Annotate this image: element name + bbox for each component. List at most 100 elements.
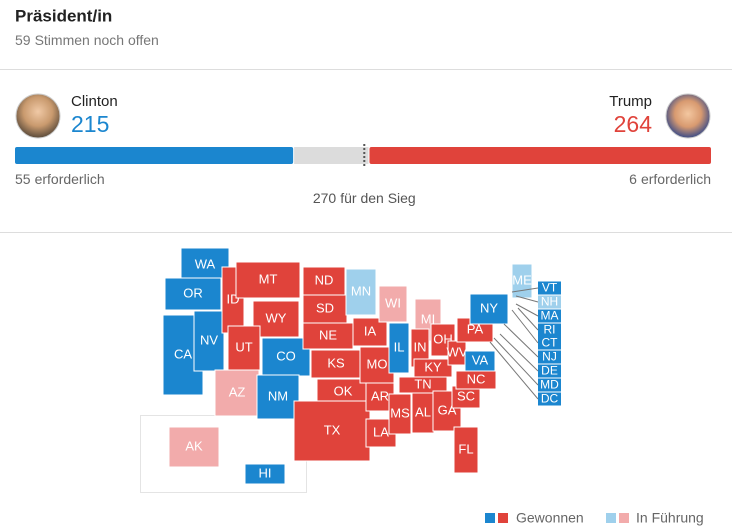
clinton-avatar [15, 93, 61, 139]
state [193, 310, 225, 372]
legend-swatch [498, 513, 508, 523]
state-label: PA [467, 321, 484, 336]
state [538, 350, 561, 364]
state [227, 325, 261, 371]
state-label: TN [414, 376, 431, 391]
state-label: MA [541, 309, 559, 323]
clinton-bar [15, 147, 294, 164]
state-label: KY [424, 359, 442, 374]
state-label: VT [542, 281, 558, 295]
state-label: AK [185, 438, 203, 453]
state-label: MO [367, 356, 388, 371]
threshold-label: für den Sieg [340, 190, 416, 206]
state-label: WV [447, 344, 468, 359]
open-count: 59 [15, 32, 31, 48]
leader-line [493, 337, 539, 386]
state-label: OK [334, 383, 353, 398]
state-label: CA [174, 346, 192, 361]
state-label: WI [385, 295, 401, 310]
open-label: Stimmen noch offen [35, 32, 159, 48]
state [180, 247, 230, 283]
threshold-count: 270 [313, 190, 337, 206]
state [538, 309, 561, 323]
leader-line [511, 287, 539, 293]
threshold-text: 270 für den Sieg [313, 190, 416, 206]
state [378, 285, 408, 323]
state-label: MI [421, 311, 435, 326]
state [464, 350, 496, 372]
needed: 6 erforderlich [629, 171, 711, 187]
state-label: NV [200, 332, 218, 347]
state-label: CO [276, 348, 296, 363]
state [345, 268, 377, 316]
legend: Gewonnen In Führung [485, 510, 704, 526]
state-label: FL [458, 441, 473, 456]
state [352, 317, 388, 347]
state-label: IL [394, 339, 405, 354]
needed: 55 erforderlich [15, 171, 105, 187]
state [302, 322, 354, 350]
needed-label: erforderlich [641, 171, 711, 187]
state-label: IN [414, 339, 427, 354]
state-label: NJ [542, 350, 557, 364]
state-label: NM [268, 388, 288, 403]
state [164, 277, 222, 311]
state-label: WY [266, 310, 287, 325]
leader-line [515, 295, 539, 303]
candidate-votes: 215 [71, 111, 109, 137]
state-label: IA [364, 323, 377, 338]
map: WAORCANVIDMTWYUTAZCONMNDSDNEKSOKTXMNIAMO… [162, 247, 561, 485]
state [256, 374, 300, 420]
state-label: HI [259, 465, 272, 480]
legend-label: Gewonnen [516, 510, 584, 526]
state [261, 337, 311, 377]
state [168, 426, 220, 468]
state-label: AL [415, 404, 431, 419]
subtitle: 59 Stimmen noch offen [15, 32, 159, 48]
state [538, 323, 561, 337]
state-label: UT [235, 339, 252, 354]
leader-line [511, 309, 539, 344]
state [538, 281, 561, 295]
state-label: SC [457, 388, 475, 403]
leader-line [499, 333, 539, 372]
legend-label: In Führung [636, 510, 704, 526]
trump-bar [369, 147, 711, 164]
state [252, 300, 300, 338]
state [310, 349, 362, 379]
needed-label: erforderlich [35, 171, 105, 187]
legend-swatch [619, 513, 629, 523]
state-label: NH [541, 295, 558, 309]
legend-swatch [485, 513, 495, 523]
state [388, 322, 410, 374]
state-label: AR [371, 388, 389, 403]
state-label: MN [351, 283, 371, 298]
state-label: OR [183, 285, 203, 300]
state [538, 392, 561, 406]
state-label: AZ [229, 384, 246, 399]
state [244, 463, 286, 485]
state [538, 378, 561, 392]
state [453, 426, 479, 474]
open-bar [294, 147, 369, 164]
state [235, 261, 301, 299]
state-label: LA [373, 424, 389, 439]
state-label: MD [540, 378, 559, 392]
state [388, 393, 412, 435]
state-label: RI [544, 323, 556, 337]
leader-line [489, 341, 539, 400]
state-label: MS [390, 405, 410, 420]
state-label: ME [512, 272, 532, 287]
state-label: NC [467, 371, 486, 386]
state-label: NY [480, 300, 498, 315]
trump-avatar [665, 93, 711, 139]
title: Präsident/in [15, 6, 112, 25]
state-label: NE [319, 327, 337, 342]
candidate-name: Trump [609, 93, 652, 110]
candidate-votes: 264 [614, 111, 653, 137]
needed-count: 55 [15, 171, 31, 187]
state-label: ND [315, 272, 334, 287]
state-label: KS [327, 355, 345, 370]
state-label: SD [316, 300, 334, 315]
state [302, 294, 348, 324]
